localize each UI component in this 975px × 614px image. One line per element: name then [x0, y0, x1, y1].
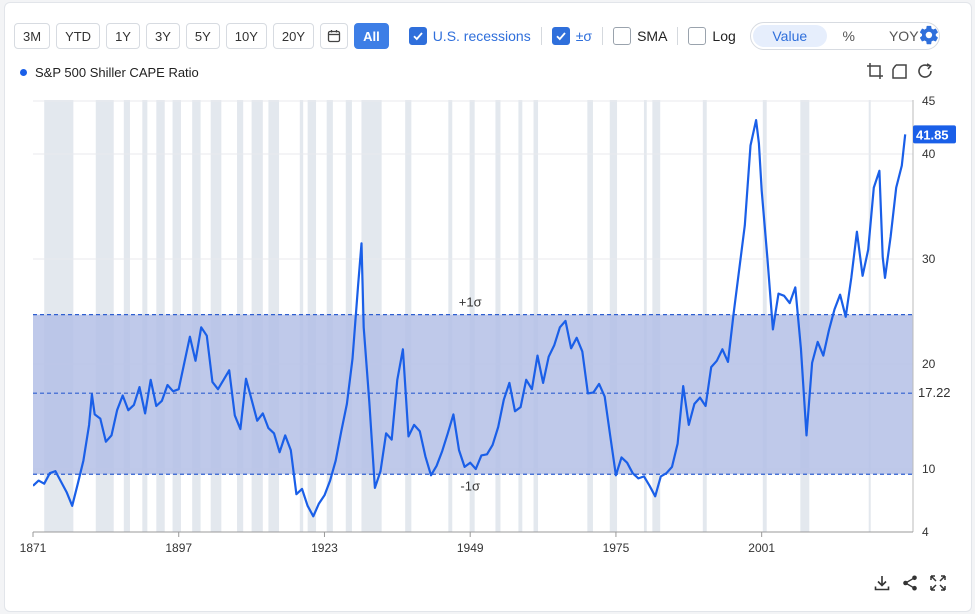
- last-value-badge: [913, 125, 956, 144]
- sma-checkbox[interactable]: [613, 27, 632, 45]
- bottom-tools: [873, 574, 947, 592]
- crop-icon[interactable]: [866, 62, 884, 80]
- last-value-label: 41.85: [916, 127, 949, 142]
- plus-sigma-label: +1σ: [459, 295, 482, 310]
- y-tick-label: 20: [922, 357, 936, 371]
- log-checkbox[interactable]: [688, 27, 707, 45]
- mean-value-label: 17.22: [918, 385, 951, 400]
- recessions-checkbox[interactable]: [408, 27, 427, 45]
- y-tick-label: 30: [922, 252, 936, 266]
- calendar-icon: [327, 30, 341, 43]
- series-dot: [20, 69, 27, 76]
- chart-tools: [866, 62, 934, 80]
- log-label: Log: [712, 28, 736, 44]
- range-5y-button[interactable]: 5Y: [185, 23, 220, 49]
- toolbar-divider: [540, 27, 542, 45]
- mode-value-button[interactable]: Value: [752, 25, 827, 47]
- mode-yoy-button[interactable]: YOY: [888, 28, 919, 44]
- sigma-label: ±σ: [575, 28, 593, 44]
- recessions-label: U.S. recessions: [432, 28, 531, 44]
- expand-icon[interactable]: [929, 574, 947, 592]
- undo-zoom-icon[interactable]: [891, 62, 909, 80]
- toolbar-divider: [602, 27, 604, 45]
- log-toggle[interactable]: Log: [688, 27, 736, 45]
- series-name: S&P 500 Shiller CAPE Ratio: [35, 65, 199, 80]
- x-tick-label: 1949: [457, 541, 484, 555]
- settings-button[interactable]: [918, 24, 940, 51]
- x-tick-label: 1975: [603, 541, 630, 555]
- x-tick-label: 1923: [311, 541, 338, 555]
- check-icon: [413, 32, 423, 41]
- x-axis-ticks: 1871 1897 1923 1949 1975 2001: [20, 532, 775, 555]
- sigma-toggle[interactable]: ±σ: [551, 27, 593, 45]
- x-tick-label: 1871: [20, 541, 47, 555]
- range-20y-button[interactable]: 20Y: [272, 23, 315, 49]
- toolbar: 3M YTD 1Y 3Y 5Y 10Y 20Y All U.S. recessi…: [14, 22, 940, 50]
- refresh-icon[interactable]: [916, 62, 934, 80]
- recessions-toggle[interactable]: U.S. recessions: [408, 27, 531, 45]
- y-tick-label: 4: [922, 525, 929, 539]
- toolbar-divider: [677, 27, 679, 45]
- chart-card: [4, 2, 972, 612]
- series-line: [33, 119, 907, 518]
- range-all-button[interactable]: All: [354, 23, 389, 49]
- x-tick-label: 2001: [748, 541, 775, 555]
- range-ytd-button[interactable]: YTD: [56, 23, 101, 49]
- x-tick-label: 1897: [165, 541, 192, 555]
- mode-switch: Value % YOY: [749, 22, 940, 50]
- range-3y-button[interactable]: 3Y: [145, 23, 180, 49]
- gear-icon: [919, 25, 938, 45]
- sma-toggle[interactable]: SMA: [613, 27, 667, 45]
- share-icon[interactable]: [901, 574, 919, 592]
- range-3m-button[interactable]: 3M: [14, 23, 51, 49]
- y-axis-ticks: 4 10 20 30 40 45: [922, 94, 936, 539]
- mode-percent-button[interactable]: %: [842, 28, 855, 44]
- check-icon: [556, 32, 566, 41]
- chart-legend: S&P 500 Shiller CAPE Ratio: [20, 65, 199, 80]
- minus-sigma-label: -1σ: [460, 478, 480, 493]
- range-10y-button[interactable]: 10Y: [225, 23, 267, 49]
- range-1y-button[interactable]: 1Y: [106, 23, 140, 49]
- sigma-checkbox[interactable]: [551, 27, 570, 45]
- y-tick-label: 45: [922, 94, 936, 108]
- custom-range-button[interactable]: [320, 23, 349, 49]
- y-tick-label: 40: [922, 147, 936, 161]
- y-tick-label: 10: [922, 462, 936, 476]
- sma-label: SMA: [637, 28, 668, 44]
- download-icon[interactable]: [873, 574, 891, 592]
- sigma-band: [33, 314, 913, 475]
